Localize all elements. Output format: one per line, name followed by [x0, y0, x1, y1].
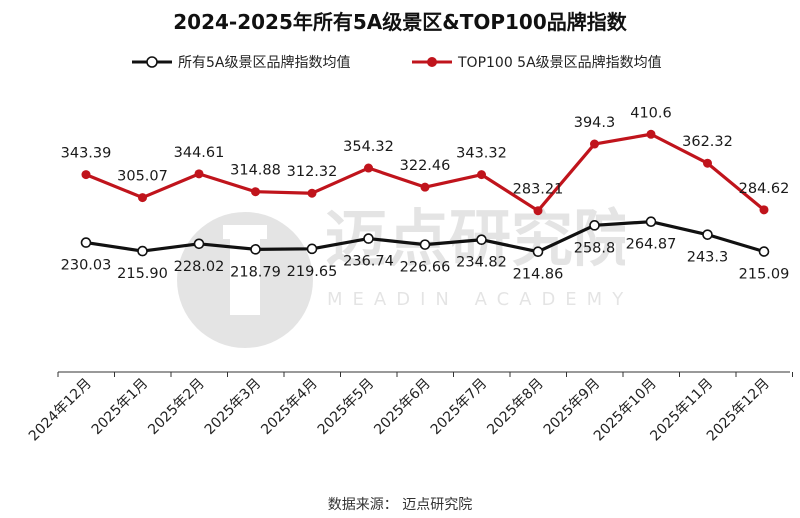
data-point: [589, 220, 600, 231]
x-tick-label: 2025年1月: [89, 376, 152, 439]
data-point: [250, 244, 261, 255]
legend-label-series1: 所有5A级景区品牌指数均值: [178, 55, 351, 71]
legend: 所有5A级景区品牌指数均值 TOP100 5A级景区品牌指数均值: [0, 52, 800, 74]
data-label: 234.82: [456, 255, 507, 271]
data-label: 230.03: [61, 258, 112, 274]
data-label: 236.74: [343, 254, 394, 270]
x-tick-label: 2025年5月: [315, 376, 378, 439]
data-point: [758, 246, 770, 257]
data-point: [137, 245, 148, 257]
data-point: [476, 234, 487, 246]
data-label: 362.32: [682, 134, 733, 150]
data-point: [646, 129, 656, 139]
x-tick-label: 2025年7月: [428, 376, 491, 439]
data-point: [80, 237, 92, 248]
data-label: 258.8: [574, 240, 616, 256]
data-label: 284.62: [739, 181, 790, 197]
data-point: [363, 233, 374, 244]
data-label: 243.3: [687, 250, 729, 266]
legend-item-series2: TOP100 5A级景区品牌指数均值: [412, 52, 662, 72]
data-label: 219.65: [287, 264, 338, 280]
x-tick-label: 2025年2月: [145, 376, 208, 439]
legend-item-series1: 所有5A级景区品牌指数均值: [132, 52, 350, 72]
legend-marker-series1: [132, 56, 172, 68]
data-point: [419, 239, 431, 250]
data-label: 343.39: [61, 146, 112, 162]
data-label: 343.32: [456, 146, 507, 162]
data-point: [532, 246, 544, 258]
data-label: 322.46: [400, 158, 451, 174]
data-label: 394.3: [574, 115, 616, 131]
data-label: 354.32: [343, 139, 394, 155]
data-point: [759, 205, 769, 215]
data-label: 215.90: [117, 266, 168, 282]
data-point: [138, 193, 147, 203]
data-point: [193, 238, 205, 250]
data-point: [533, 206, 543, 216]
chart-title: 2024-2025年所有5A级景区&TOP100品牌指数: [173, 10, 627, 34]
data-point: [702, 229, 713, 240]
data-point: [645, 216, 657, 227]
data-label: 344.61: [174, 145, 225, 161]
x-tick-label: 2025年6月: [371, 376, 434, 439]
data-label: 215.09: [739, 267, 790, 283]
x-tick-label: 2024年12月: [26, 376, 95, 445]
x-tick-label: 2025年3月: [202, 376, 265, 439]
x-tick-label: 2025年4月: [258, 376, 321, 439]
data-point: [420, 182, 430, 192]
data-point: [194, 169, 204, 179]
data-point: [703, 158, 712, 168]
data-label: 214.86: [513, 267, 564, 283]
data-label: 226.66: [400, 260, 451, 276]
data-source: 数据来源： 迈点研究院: [327, 497, 473, 513]
data-point: [81, 170, 91, 180]
data-point: [307, 188, 317, 198]
data-label: 228.02: [174, 259, 225, 275]
data-point: [251, 187, 260, 197]
data-label: 218.79: [230, 264, 281, 280]
data-label: 283.21: [513, 182, 564, 198]
data-label: 305.07: [117, 169, 168, 185]
data-label: 264.87: [626, 237, 677, 253]
legend-label-series2: TOP100 5A级景区品牌指数均值: [458, 55, 662, 71]
data-point: [590, 139, 599, 149]
data-point: [477, 170, 486, 180]
data-label: 314.88: [230, 163, 281, 179]
data-point: [364, 163, 373, 173]
data-label: 312.32: [287, 164, 338, 180]
legend-marker-series2: [412, 57, 452, 67]
data-point: [306, 243, 318, 255]
x-tick-label: 2025年8月: [484, 376, 547, 439]
data-label: 410.6: [630, 105, 672, 121]
